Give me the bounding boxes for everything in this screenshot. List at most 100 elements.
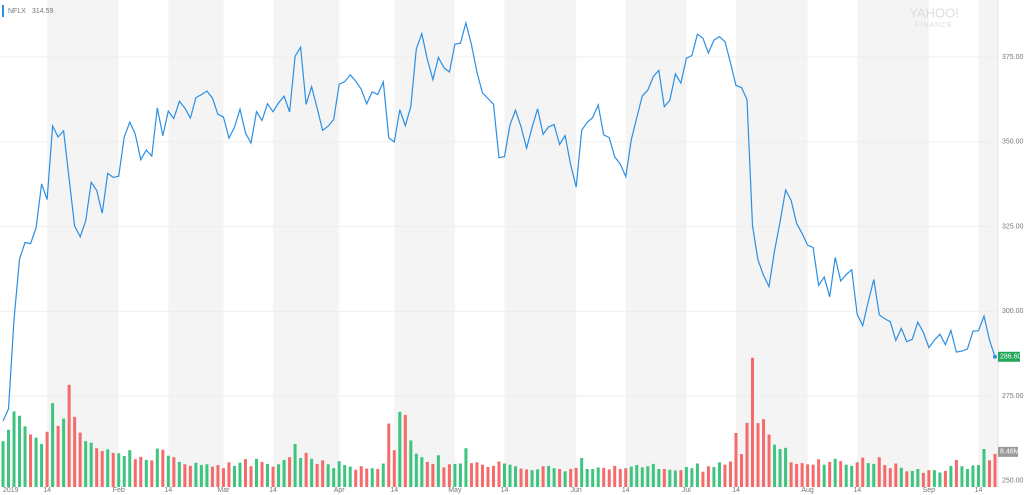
volume-bar xyxy=(139,456,143,487)
volume-bar xyxy=(833,458,837,487)
volume-bar xyxy=(431,463,435,487)
volume-bar xyxy=(613,465,617,487)
volume-bar xyxy=(453,463,457,487)
volume-bar xyxy=(249,466,253,487)
volume-bar xyxy=(216,465,220,487)
volume-bar xyxy=(921,472,925,487)
volume-bar xyxy=(602,467,606,487)
volume-bar xyxy=(717,462,721,487)
y-tick-label: 275.00 xyxy=(1002,393,1024,400)
volume-bar xyxy=(205,464,209,487)
month-band xyxy=(625,0,687,487)
volume-bar xyxy=(387,423,391,487)
volume-bar xyxy=(95,448,99,487)
volume-bar xyxy=(905,471,909,487)
volume-bar xyxy=(34,437,38,487)
volume-bar xyxy=(12,411,16,487)
volume-bar xyxy=(29,434,33,487)
volume-bar xyxy=(409,440,413,487)
volume-bar xyxy=(343,465,347,487)
watermark: FINANCE xyxy=(915,22,953,29)
volume-bar xyxy=(486,467,490,487)
x-tick-label: May xyxy=(448,487,462,494)
plot xyxy=(0,0,999,487)
volume-bar xyxy=(508,464,512,487)
x-tick-label: 14 xyxy=(164,487,172,494)
volume-bar xyxy=(668,469,672,487)
volume-bar xyxy=(392,450,396,487)
volume-bar xyxy=(778,449,782,487)
month-band xyxy=(978,0,998,487)
volume-bar xyxy=(62,418,66,487)
x-tick-label: 14 xyxy=(390,487,398,494)
volume-bar xyxy=(210,466,214,487)
volume-bar xyxy=(514,466,518,487)
volume-bar xyxy=(188,465,192,487)
volume-bar xyxy=(795,463,799,487)
volume-bar xyxy=(227,462,231,487)
volume-bar xyxy=(436,455,440,487)
volume-bar xyxy=(822,464,826,487)
volume-bar xyxy=(56,425,60,487)
volume-bar xyxy=(359,466,363,487)
volume-bar xyxy=(596,467,600,487)
volume-bar xyxy=(84,441,88,487)
volume-bar xyxy=(403,414,407,487)
volume-bar xyxy=(326,464,330,487)
volume-bar xyxy=(916,468,920,487)
volume-bar xyxy=(569,468,573,487)
volume-bar xyxy=(552,468,556,487)
volume-bar xyxy=(243,459,247,487)
volume-bar xyxy=(657,468,661,487)
volume-bar xyxy=(651,463,655,487)
volume-bar xyxy=(635,465,639,487)
volume-bar xyxy=(734,432,738,487)
volume-bar xyxy=(425,461,429,487)
volume-bar xyxy=(684,467,688,487)
volume-bar xyxy=(866,463,870,487)
volume-bar xyxy=(949,465,953,487)
volume-bar xyxy=(536,469,540,487)
volume-bar xyxy=(144,459,148,487)
volume-bar xyxy=(894,463,898,487)
x-tick-label: Sep xyxy=(923,487,936,494)
volume-bar xyxy=(618,468,622,487)
volume-bar xyxy=(337,461,341,487)
volume-bar xyxy=(943,470,947,487)
volume-bar xyxy=(646,466,650,487)
volume-bar xyxy=(751,357,755,487)
month-band xyxy=(168,0,224,487)
watermark: YAHOO! xyxy=(909,5,959,20)
volume-bar xyxy=(381,463,385,487)
volume-bar xyxy=(695,463,699,487)
volume-bar xyxy=(304,452,308,487)
volume-bar xyxy=(260,461,264,487)
volume-bar xyxy=(365,468,369,487)
volume-bar xyxy=(89,442,93,487)
volume-bar xyxy=(40,443,44,487)
volume-bar xyxy=(624,468,628,487)
x-tick-label: Jul xyxy=(682,487,691,494)
volume-bar xyxy=(965,468,969,487)
month-band xyxy=(735,0,808,487)
volume-bar xyxy=(701,471,705,487)
volume-bar xyxy=(172,457,176,487)
x-tick-label: 14 xyxy=(975,487,983,494)
volume-bar xyxy=(23,426,27,487)
volume-bar xyxy=(899,467,903,487)
volume-bar xyxy=(370,468,374,487)
volume-bar xyxy=(756,423,760,487)
last-point xyxy=(993,354,997,359)
volume-bar xyxy=(525,469,529,487)
volume-bar xyxy=(133,459,137,487)
volume-bar xyxy=(723,464,727,487)
volume-bar xyxy=(18,415,22,487)
volume-bar xyxy=(585,468,589,487)
volume-bar xyxy=(491,465,495,487)
volume-bar xyxy=(800,463,804,487)
volume-bar xyxy=(7,429,11,487)
volume-bar xyxy=(464,448,468,487)
last-price-label: 286.60 xyxy=(1000,354,1022,361)
volume-bar xyxy=(106,449,110,487)
